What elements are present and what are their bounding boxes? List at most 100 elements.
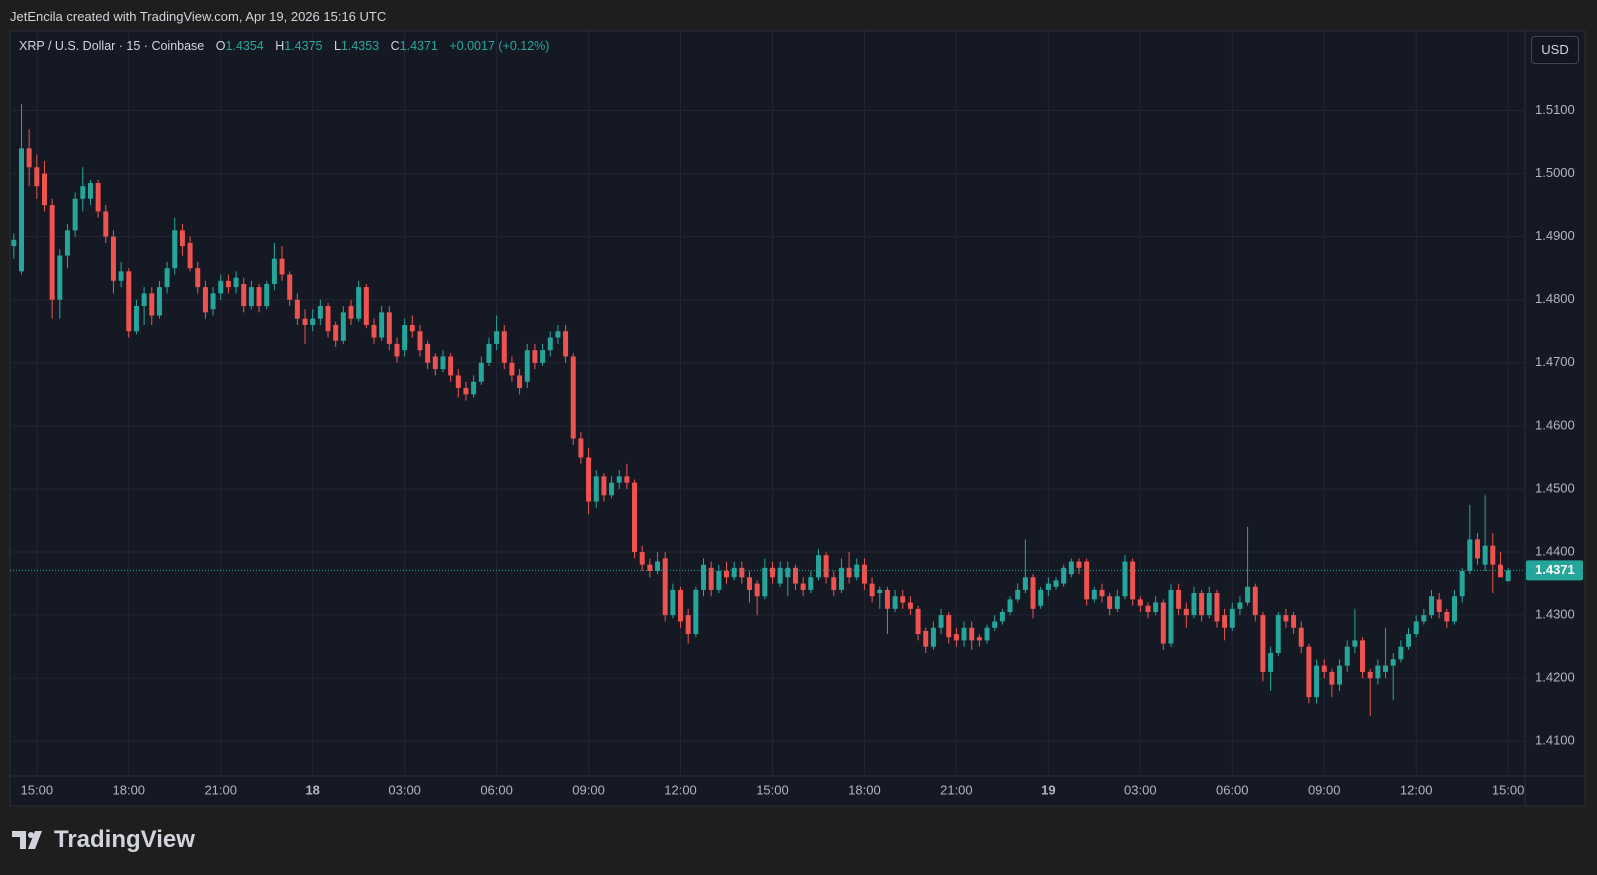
candle-body	[294, 299, 300, 319]
candle-body	[218, 280, 224, 294]
candle-body	[1383, 665, 1389, 672]
candle-body	[248, 287, 254, 307]
legend-low: 1.4353	[340, 39, 380, 53]
candle-body	[1206, 593, 1212, 616]
candle-body	[325, 306, 331, 332]
candle-body	[946, 615, 952, 638]
candle-body	[1367, 671, 1373, 679]
candle-body	[984, 627, 990, 641]
candle-body	[1191, 593, 1197, 616]
candle-body	[563, 331, 569, 357]
candle-body	[854, 564, 860, 578]
candle-body	[1030, 577, 1036, 609]
candle-body	[1329, 671, 1335, 685]
legend-close: 1.4371	[399, 39, 438, 53]
candle-body	[471, 381, 477, 395]
candle-body	[310, 318, 316, 325]
candle-body	[1038, 589, 1044, 606]
x-tick-label: 06:00	[1216, 782, 1249, 797]
x-tick-label: 15:00	[1492, 782, 1525, 797]
x-tick-label: 15:00	[21, 782, 54, 797]
candle-body	[777, 567, 783, 584]
candle-body	[808, 577, 814, 590]
candle-body	[501, 331, 507, 363]
candle-body	[1137, 599, 1143, 606]
legend-high: 1.4375	[284, 39, 323, 53]
candle-body	[1275, 615, 1281, 653]
candle-body	[279, 258, 285, 275]
candle-body	[593, 476, 599, 502]
candle-body	[892, 596, 898, 609]
x-tick-label: 09:00	[572, 782, 605, 797]
candle-body	[992, 621, 998, 628]
candle-body	[616, 476, 622, 483]
candle-body	[1459, 570, 1465, 597]
candle-body	[1321, 665, 1327, 672]
candle-body	[195, 268, 201, 288]
candle-body	[1360, 640, 1366, 672]
x-tick-label: 12:00	[1400, 782, 1433, 797]
candle-body	[861, 564, 867, 584]
legend-key: L	[333, 39, 341, 53]
candle-body	[1091, 589, 1097, 600]
candle-body	[792, 567, 798, 584]
candle-body	[731, 567, 737, 578]
candle-body	[1015, 589, 1021, 600]
candle-body	[716, 570, 722, 590]
candle-body	[1145, 605, 1151, 612]
candle-body	[1199, 593, 1205, 616]
candle-body	[1406, 634, 1412, 647]
candle-body	[156, 287, 162, 316]
candle-body	[670, 589, 676, 616]
candle-body	[1229, 608, 1235, 628]
symbol: XRP / U.S. Dollar · 15 · Coinbase	[19, 39, 205, 53]
candle-body	[371, 324, 377, 338]
candle-body	[1045, 583, 1051, 590]
candle-body	[509, 362, 515, 376]
candle-body	[225, 280, 231, 288]
candle-body	[233, 277, 239, 288]
candle-body	[1352, 640, 1358, 647]
candle-body	[394, 343, 400, 357]
x-tick-label: 18	[305, 782, 319, 797]
logo-icon	[12, 831, 42, 849]
candle-body	[915, 608, 921, 635]
x-tick-label: 21:00	[204, 782, 237, 797]
candle-body	[57, 255, 63, 300]
candle-body	[1099, 589, 1105, 597]
candle-body	[1314, 665, 1320, 698]
candle-body	[1452, 596, 1457, 622]
candle-body	[64, 230, 70, 256]
candle-body	[34, 167, 40, 187]
currency-button[interactable]: USD	[1531, 36, 1579, 64]
x-tick-label: 21:00	[940, 782, 973, 797]
legend-key: O	[215, 39, 226, 53]
candle-body	[210, 293, 216, 310]
candle-body	[187, 242, 193, 269]
candle-body	[1160, 602, 1166, 644]
candle-body	[1084, 561, 1090, 600]
candle-body	[532, 350, 538, 363]
candle-body	[999, 611, 1005, 622]
candle-body	[693, 589, 699, 635]
candle-body	[348, 306, 354, 319]
y-tick-label: 1.4600	[1535, 417, 1575, 432]
candle-body	[1467, 539, 1473, 571]
candle-body	[900, 596, 906, 603]
candle-body	[708, 567, 714, 590]
candle-body	[540, 350, 546, 363]
y-tick-label: 1.4300	[1535, 607, 1575, 622]
candle-body	[655, 561, 661, 571]
candle-body	[103, 211, 109, 237]
candle-body	[1053, 580, 1059, 587]
candle-body	[1436, 599, 1442, 612]
candle-body	[578, 438, 584, 458]
candle-body	[846, 567, 852, 578]
candle-body	[1252, 586, 1258, 616]
candle-body	[1114, 596, 1120, 609]
candle-body	[907, 602, 913, 609]
candle-body	[1291, 615, 1297, 628]
candle-body	[363, 287, 369, 325]
candle-body	[302, 318, 308, 325]
